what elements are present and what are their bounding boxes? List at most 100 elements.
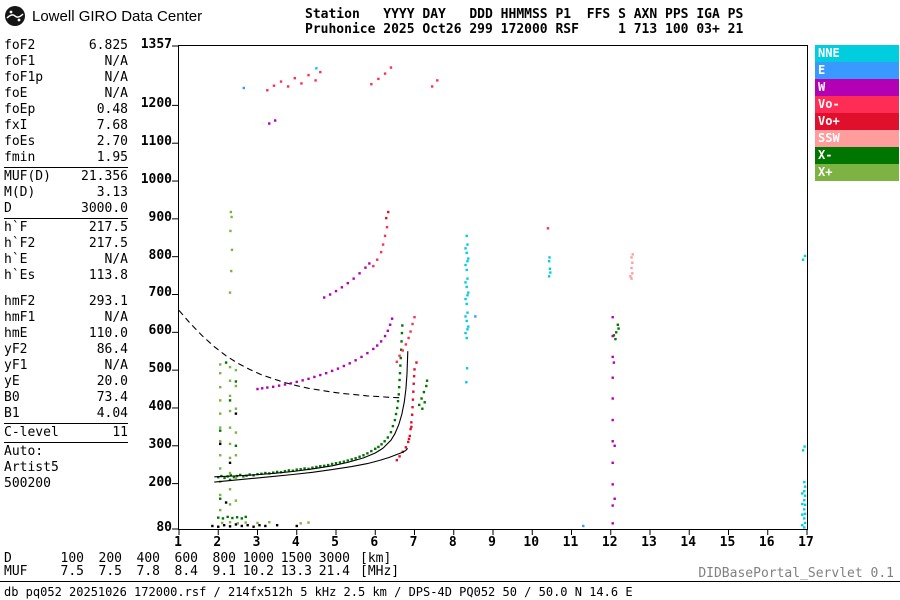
param-label: foF2 [4,38,36,53]
panel-divider [4,423,128,424]
param-row-yf1: yF1 N/A [4,358,128,374]
param-label: B0 [4,390,20,405]
autoscaling-info-line: Auto: [4,444,44,459]
x-tick-label: 7 [409,535,418,550]
x-tick-label: 10 [523,535,540,550]
y-tick-label: 1357 [140,37,172,52]
y-tick-label: 1100 [140,134,172,150]
row-value: 800 [212,551,236,566]
row-value: 7.5 [60,564,84,579]
row-value: 8.4 [174,564,198,579]
param-row-clevel: C-level 11 [4,425,128,441]
param-row-d: D 3000.0 [4,201,128,217]
param-label: yF2 [4,342,28,357]
panel-divider [4,442,128,443]
legend-item-x-minus: X- [815,147,899,164]
series-ssw [629,253,634,280]
param-label: M(D) [4,185,36,200]
legend-item-w: W [815,79,899,96]
param-value: 11 [112,425,128,440]
ionogram-plot [172,45,808,535]
param-label: MUF(D) [4,169,51,184]
param-row-hf: h`F 217.5 [4,220,128,236]
row-value: 7.5 [98,564,122,579]
curve-muf-curve [178,310,401,399]
row-label: D [4,551,12,566]
param-row-fxi: fxI 7.68 [4,118,128,134]
param-label: B1 [4,406,20,421]
table-row-d: D 100 200 400 600 800 1000 1500 3000 [km] [4,552,399,565]
row-value: 1500 [280,551,312,566]
panel-gap [4,284,128,294]
echo-direction-legend: NNE E W Vo- Vo+ SSW X- X+ [815,45,899,181]
param-label: fxI [4,118,28,133]
param-row-b0: B0 73.4 [4,390,128,406]
x-tick-label: 13 [641,535,657,550]
row-value: 600 [174,551,198,566]
param-label: hmF1 [4,310,36,325]
x-tick-label: 5 [331,535,339,550]
row-value: 21.4 [318,564,350,579]
y-tick-label: 300 [148,436,172,452]
branding: Lowell GIRO Data Center [4,5,202,27]
series-black-noise [211,412,298,528]
legend-item-x-plus: X+ [815,164,899,181]
status-line: db pq052 20251026 172000.rsf / 214fx512h… [4,585,633,599]
param-label: D [4,201,12,216]
param-value: N/A [104,70,128,85]
table-row-muf: MUF 7.5 7.5 7.8 8.4 9.1 10.2 13.3 21.4 [MHz] [4,565,399,578]
param-label: fmin [4,150,36,165]
row-value: 200 [98,551,122,566]
footer-divider [0,581,900,582]
y-tick-label: 1200 [140,96,172,112]
x-tick-label: 17 [798,535,814,550]
param-value: 6.825 [88,38,128,53]
station-header: Station YYYY DAY DDD HHMMSS P1 FFS S AXN… [305,7,743,37]
y-tick-label: 800 [148,247,172,263]
param-row-he: h`E N/A [4,252,128,268]
y-tick-label: 500 [148,361,172,377]
param-row-fof1p: foF1p N/A [4,70,128,86]
x-tick-label: 4 [291,535,300,550]
param-value: 1.95 [96,150,128,165]
param-label: h`F2 [4,236,36,251]
param-row-hme: hmE 110.0 [4,326,128,342]
row-value: 13.3 [280,564,312,579]
servlet-version: DIDBasePortal_Servlet 0.1 [698,566,894,581]
param-label: h`E [4,252,28,267]
param-value: 3.13 [96,185,128,200]
param-label: foE [4,86,28,101]
param-row-hes: h`Es 113.8 [4,268,128,284]
param-value: 217.5 [88,220,128,235]
legend-item-e: E [815,62,899,79]
x-tick-label: 12 [601,535,618,550]
header-line2: Pruhonice 2025 Oct26 299 172000 RSF 1 71… [305,22,744,37]
param-value: N/A [104,54,128,69]
param-row-yf2: yF2 86.4 [4,342,128,358]
row-value: 1000 [242,551,274,566]
param-value: 20.0 [96,374,128,389]
param-row-fmin: fmin 1.95 [4,150,128,166]
autoscaling-info-line: 500200 [4,476,51,491]
param-value: 2.70 [96,134,128,149]
param-value: N/A [104,86,128,101]
panel-divider [4,218,128,219]
param-value: 110.0 [88,326,128,341]
row-unit: [MHz] [360,564,400,579]
param-row-ye: yE 20.0 [4,374,128,390]
legend-item-ssw: SSW [815,130,899,147]
row-value: 400 [136,551,160,566]
series-x-plus [219,210,310,525]
param-value: 217.5 [88,236,128,251]
param-label: hmE [4,326,28,341]
row-value: 7.8 [136,564,160,579]
series-e [242,86,585,528]
ionogram-canvas [172,45,808,535]
series-vo-minus [266,66,550,364]
param-label: foF1 [4,54,36,69]
param-value: N/A [104,252,128,267]
series-x-minus [217,323,620,520]
param-value: 21.356 [81,169,128,184]
x-tick-label: 11 [562,535,579,550]
